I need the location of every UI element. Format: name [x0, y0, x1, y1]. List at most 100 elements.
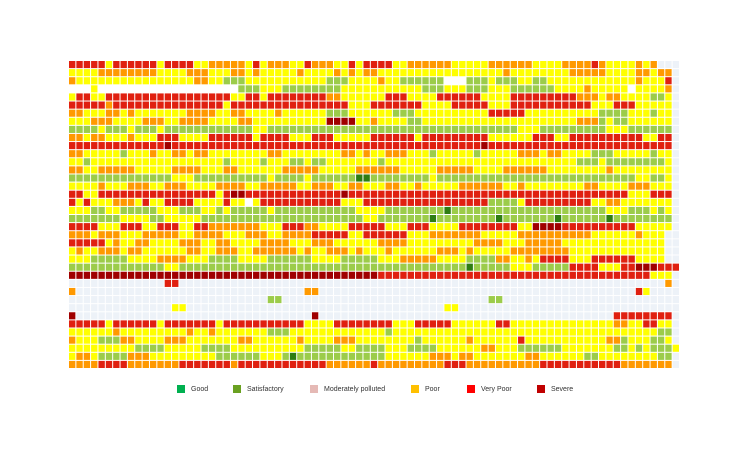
heatmap-cell	[179, 85, 186, 93]
heatmap-cell	[69, 166, 76, 174]
heatmap-cell	[260, 85, 267, 93]
heatmap-cell	[216, 198, 223, 206]
heatmap-cell	[157, 279, 164, 287]
heatmap-cell	[613, 93, 621, 101]
heatmap-cell	[628, 320, 635, 328]
heatmap-cell	[422, 69, 429, 77]
heatmap-cell	[606, 223, 613, 231]
heatmap-cell	[363, 304, 370, 312]
heatmap-cell	[547, 190, 554, 198]
heatmap-cell	[407, 182, 414, 190]
heatmap-cell	[69, 182, 76, 190]
heatmap-cell	[621, 206, 628, 214]
heatmap-cell	[643, 150, 650, 158]
heatmap-cell	[149, 166, 157, 174]
heatmap-cell	[576, 142, 584, 150]
heatmap-cell	[643, 215, 650, 223]
heatmap-cell	[525, 247, 532, 255]
heatmap-cell	[466, 77, 473, 85]
heatmap-cell	[83, 223, 91, 231]
heatmap-cell	[179, 296, 186, 304]
heatmap-cell	[459, 198, 466, 206]
heatmap-cell	[282, 69, 289, 77]
heatmap-cell	[319, 215, 326, 223]
heatmap-cell	[400, 77, 407, 85]
heatmap-cell	[540, 215, 547, 223]
heatmap-cell	[208, 328, 216, 336]
heatmap-cell	[289, 117, 297, 125]
heatmap-cell	[245, 304, 253, 312]
heatmap-cell	[451, 142, 459, 150]
heatmap-cell	[223, 101, 230, 109]
heatmap-cell	[429, 328, 437, 336]
heatmap-cell	[319, 287, 326, 296]
heatmap-cell	[488, 279, 495, 287]
heatmap-cell	[172, 101, 179, 109]
heatmap-cell	[591, 263, 599, 271]
heatmap-cell	[326, 296, 334, 304]
heatmap-cell	[400, 190, 407, 198]
heatmap-cell	[481, 215, 488, 223]
heatmap-cell	[392, 215, 400, 223]
heatmap-cell	[297, 158, 304, 166]
heatmap-cell	[98, 142, 105, 150]
heatmap-cell	[532, 320, 540, 328]
heatmap-cell	[569, 125, 576, 133]
heatmap-cell	[253, 336, 260, 344]
heatmap-cell	[164, 69, 172, 77]
heatmap-cell	[672, 344, 679, 352]
heatmap-cell	[363, 101, 370, 109]
heatmap-cell	[613, 320, 621, 328]
heatmap-cell	[230, 125, 238, 133]
heatmap-cell	[208, 352, 216, 360]
heatmap-cell	[98, 352, 105, 360]
heatmap-cell	[621, 360, 628, 368]
heatmap-cell	[91, 85, 98, 93]
heatmap-cell	[98, 109, 105, 117]
heatmap-cell	[481, 69, 488, 77]
heatmap-cell	[297, 206, 304, 214]
heatmap-cell	[672, 287, 679, 296]
heatmap-cell	[613, 109, 621, 117]
heatmap-cell	[149, 304, 157, 312]
heatmap-cell	[650, 328, 657, 336]
heatmap-cell	[260, 61, 267, 69]
heatmap-cell	[525, 85, 532, 93]
heatmap-cell	[83, 247, 91, 255]
heatmap-cell	[510, 166, 518, 174]
heatmap-cell	[267, 312, 275, 320]
heatmap-cell	[179, 271, 186, 279]
heatmap-cell	[650, 174, 657, 182]
heatmap-cell	[135, 117, 142, 125]
heatmap-cell	[311, 206, 319, 214]
heatmap-cell	[172, 69, 179, 77]
heatmap-cell	[223, 109, 230, 117]
heatmap-cell	[275, 271, 282, 279]
heatmap-cell	[444, 312, 451, 320]
heatmap-cell	[495, 125, 503, 133]
heatmap-cell	[311, 166, 319, 174]
heatmap-cell	[628, 158, 635, 166]
heatmap-cell	[149, 320, 157, 328]
heatmap-cell	[451, 125, 459, 133]
heatmap-cell	[311, 296, 319, 304]
heatmap-cell	[532, 125, 540, 133]
heatmap-cell	[576, 255, 584, 263]
heatmap-cell	[83, 77, 91, 85]
heatmap-cell	[127, 133, 135, 142]
heatmap-cell	[459, 109, 466, 117]
heatmap-cell	[142, 304, 149, 312]
heatmap-cell	[363, 158, 370, 166]
heatmap-cell	[665, 320, 672, 328]
heatmap-cell	[120, 287, 127, 296]
heatmap-cell	[341, 174, 348, 182]
heatmap-cell	[466, 198, 473, 206]
heatmap-cell	[69, 344, 76, 352]
heatmap-cell	[120, 166, 127, 174]
heatmap-cell	[495, 336, 503, 344]
heatmap-cell	[282, 287, 289, 296]
heatmap-cell	[481, 312, 488, 320]
heatmap-cell	[311, 255, 319, 263]
heatmap-cell	[525, 304, 532, 312]
heatmap-cell	[665, 61, 672, 69]
